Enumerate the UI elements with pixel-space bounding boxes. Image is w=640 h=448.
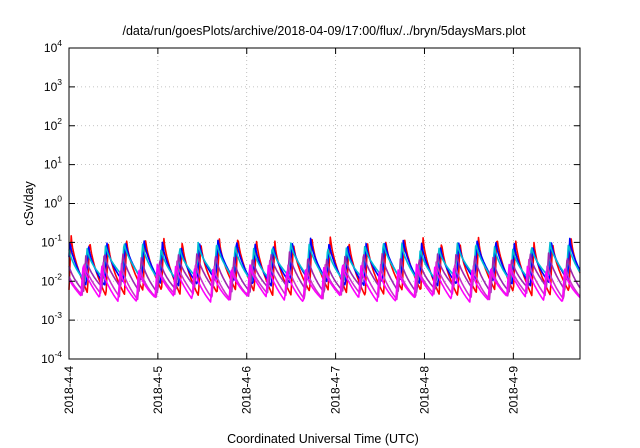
grid: [68, 47, 580, 360]
x-tick-label: 2018-4-9: [506, 366, 520, 414]
y-tick-label: 104: [44, 38, 62, 55]
y-tick-label: 10-2: [41, 271, 62, 288]
x-tick-label: 2018-4-6: [240, 366, 254, 414]
chart-title: /data/run/goesPlots/archive/2018-04-09/1…: [122, 24, 526, 38]
y-tick-label: 102: [44, 116, 62, 133]
x-axis: 2018-4-4 2018-4-5 2018-4-6 2018-4-7 2018-4-8…: [62, 48, 520, 414]
series-line-4: [68, 251, 581, 294]
y-tick-label: 103: [44, 77, 62, 94]
y-tick-label: 100: [44, 194, 62, 211]
y-tick-label: 10-4: [41, 349, 62, 366]
x-tick-label: 2018-4-7: [329, 366, 343, 414]
y-axis-label: cSv/day: [22, 181, 36, 226]
y-tick-label: 10-1: [41, 232, 62, 249]
y-tick-label: 10-3: [41, 310, 62, 327]
x-tick-label: 2018-4-5: [151, 366, 165, 414]
x-tick-label: 2018-4-4: [62, 366, 76, 414]
series-group: [68, 235, 581, 303]
x-axis-label: Coordinated Universal Time (UTC): [227, 432, 419, 446]
x-tick-label: 2018-4-8: [417, 366, 431, 414]
series-line-6: [68, 263, 581, 303]
y-axis: 10-4 10-3 10-2 10-1 100 101 102 103 104: [41, 38, 580, 366]
y-tick-label: 101: [44, 155, 62, 172]
